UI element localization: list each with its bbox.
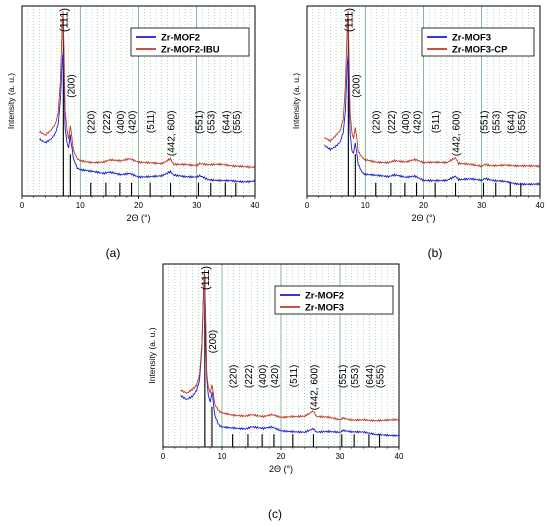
reflection-label: (220) xyxy=(229,365,240,388)
xrd-panel-1: (111) (200) (220) (222) (400) (420) (511) (442,… xyxy=(6,5,260,260)
reflection-label: (111) xyxy=(58,8,70,32)
series-line-zr-mof3-cp xyxy=(324,10,541,168)
reflection-label: (420) xyxy=(413,111,424,134)
x-tick-label: 40 xyxy=(536,201,545,210)
reflection-label: (511) xyxy=(431,111,442,134)
x-tick-label: 0 xyxy=(20,201,25,210)
series-line-zr-mof3 xyxy=(324,54,541,186)
reflection-label: (442, 600) xyxy=(167,111,178,157)
xrd-panel-2: (111) (200) (220) (222) (400) (420) (511) (442,… xyxy=(291,5,545,260)
legend-label: Zr-MOF2 xyxy=(161,33,200,44)
reflection-label: (220) xyxy=(372,111,383,134)
x-tick-label: 20 xyxy=(134,201,143,210)
reflection-label: (551) xyxy=(338,365,349,388)
reflection-label: (200) xyxy=(66,74,77,97)
reflection-label: (555) xyxy=(232,111,243,134)
legend-box xyxy=(130,27,250,57)
reflection-label: (442, 600) xyxy=(452,111,463,157)
reflection-label: (511) xyxy=(289,365,300,388)
reflection-label: (400) xyxy=(258,365,269,388)
x-tick-label: 0 xyxy=(161,452,166,461)
x-axis-label: 2Θ (°) xyxy=(269,464,293,474)
reflection-label: (400) xyxy=(401,111,412,134)
x-axis-label: 2Θ (°) xyxy=(411,213,435,223)
reflection-label: (553) xyxy=(350,365,361,388)
panel-caption: (b) xyxy=(428,246,443,260)
reflection-label: (644) xyxy=(365,365,376,388)
reflection-label: (400) xyxy=(116,111,127,134)
legend-label: Zr-MOF3 xyxy=(305,303,344,314)
legend-box xyxy=(274,285,394,315)
panel-caption: (a) xyxy=(106,246,121,260)
series-line-zr-mof2 xyxy=(180,277,400,438)
reflection-label: (222) xyxy=(102,111,113,134)
reflection-label: (555) xyxy=(517,111,528,134)
y-axis-label: Intensity (a. u.) xyxy=(291,73,301,129)
x-tick-label: 40 xyxy=(251,201,260,210)
reflection-label: (222) xyxy=(387,111,398,134)
panel-caption: (c) xyxy=(268,507,282,521)
series-line-zr-mof3 xyxy=(180,270,400,423)
x-axis-label: 2Θ (°) xyxy=(126,213,150,223)
xrd-panel-3: (111) (200) (220) (222) (400) (420) (511) (442,… xyxy=(147,263,404,521)
reflection-label: (420) xyxy=(270,365,281,388)
y-axis-label: Intensity (a. u.) xyxy=(6,73,16,129)
reflection-label: (551) xyxy=(194,111,205,134)
reflection-label: (511) xyxy=(146,111,157,134)
reflection-label: (442, 600) xyxy=(309,365,320,411)
reflection-label: (111) xyxy=(343,8,355,32)
reflection-label: (553) xyxy=(207,111,218,134)
reflection-label: (220) xyxy=(87,111,98,134)
legend-label: Zr-MOF2 xyxy=(305,291,344,302)
x-tick-label: 30 xyxy=(477,201,486,210)
reflection-label: (200) xyxy=(351,74,362,97)
legend-box xyxy=(421,27,535,57)
x-tick-label: 0 xyxy=(305,201,310,210)
reflection-label: (222) xyxy=(244,365,255,388)
x-tick-label: 10 xyxy=(76,201,85,210)
x-tick-label: 20 xyxy=(419,201,428,210)
y-axis-label: Intensity (a. u.) xyxy=(147,327,157,383)
reflection-label: (111) xyxy=(200,266,212,290)
x-tick-label: 10 xyxy=(218,452,227,461)
legend-label: Zr-MOF3-CP xyxy=(452,45,508,56)
x-tick-label: 40 xyxy=(395,452,404,461)
reflection-label: (553) xyxy=(492,111,503,134)
x-tick-label: 30 xyxy=(192,201,201,210)
reflection-label: (551) xyxy=(479,111,490,134)
reflection-label: (555) xyxy=(376,365,387,388)
reflection-label: (200) xyxy=(208,330,219,353)
legend-label: Zr-MOF3 xyxy=(452,33,491,44)
reflection-label: (644) xyxy=(506,111,517,134)
reflection-label: (644) xyxy=(221,111,232,134)
legend-label: Zr-MOF2-IBU xyxy=(161,45,220,56)
series-line-zr-mof2-ibu xyxy=(39,11,256,169)
reflection-label: (420) xyxy=(128,111,139,134)
x-tick-label: 10 xyxy=(361,201,370,210)
series-line-zr-mof2 xyxy=(39,52,256,184)
x-tick-label: 20 xyxy=(277,452,286,461)
x-tick-label: 30 xyxy=(336,452,345,461)
